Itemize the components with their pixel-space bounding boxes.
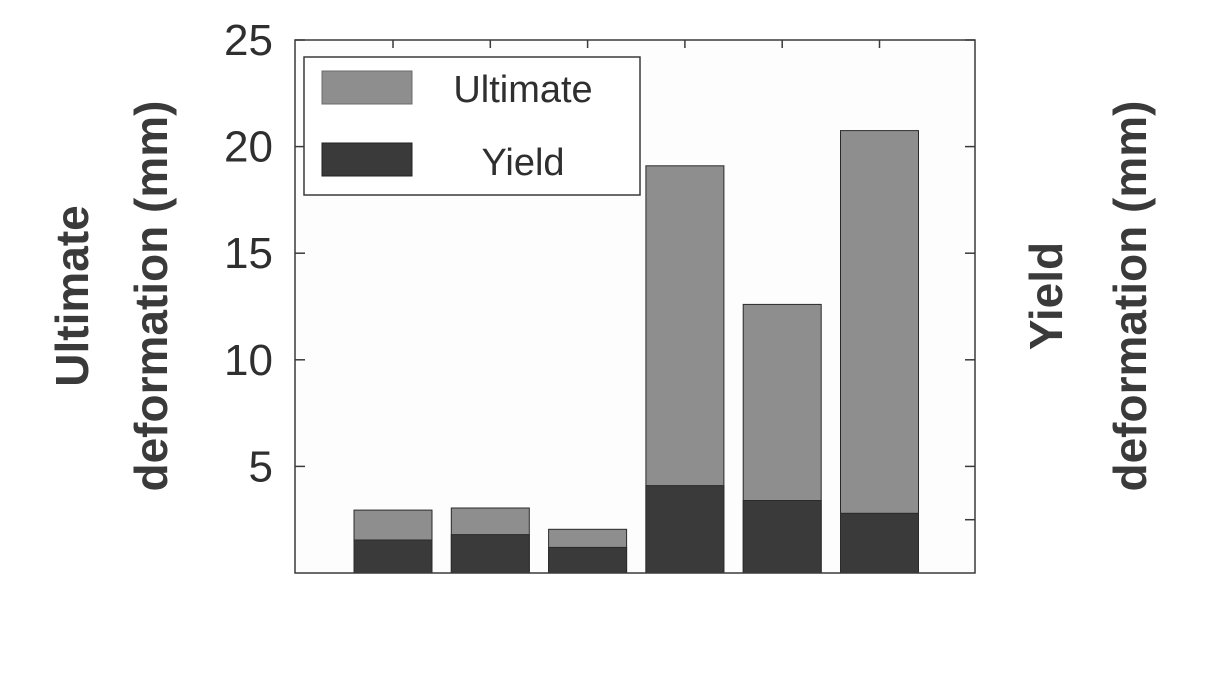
bar-yield-2: [450, 534, 530, 574]
legend-label-ultimate: Ultimate: [453, 69, 592, 111]
y-axis-title-right-line-2: deformation (mm): [1104, 101, 1156, 492]
legend-swatch-yield: [321, 142, 413, 177]
y-tick-label-25: 25: [224, 16, 273, 65]
bar-yield-6: [840, 512, 919, 574]
legend-swatch-ultimate: [321, 70, 413, 105]
y-axis-title-right-line-1: Yield: [1020, 242, 1072, 350]
y-axis-title-right: Yield deformation (mm): [1020, 101, 1156, 492]
plot-frame: [294, 39, 976, 574]
bar-ultimate-6: [840, 130, 919, 574]
bar-yield-4: [645, 485, 725, 574]
bars-group: [353, 130, 919, 574]
legend-label-yield: Yield: [481, 142, 564, 184]
y-axis-title-left: Ultimate deformation (mm): [46, 101, 177, 492]
y-tick-label-20: 20: [224, 123, 273, 172]
y-tick-label-10: 10: [224, 336, 273, 385]
y-axis-title-left-line-1: Ultimate: [46, 205, 98, 386]
y-tick-label-5: 5: [249, 442, 273, 491]
y-axis-ticks: 5 10 15 20 25: [224, 16, 975, 521]
bar-yield-1: [353, 539, 433, 574]
y-axis-title-left-line-2: deformation (mm): [125, 101, 177, 492]
y-tick-label-15: 15: [224, 229, 273, 278]
bar-yield-5: [742, 500, 822, 574]
bar-yield-3: [548, 546, 628, 574]
legend: Ultimate Yield: [303, 56, 641, 196]
